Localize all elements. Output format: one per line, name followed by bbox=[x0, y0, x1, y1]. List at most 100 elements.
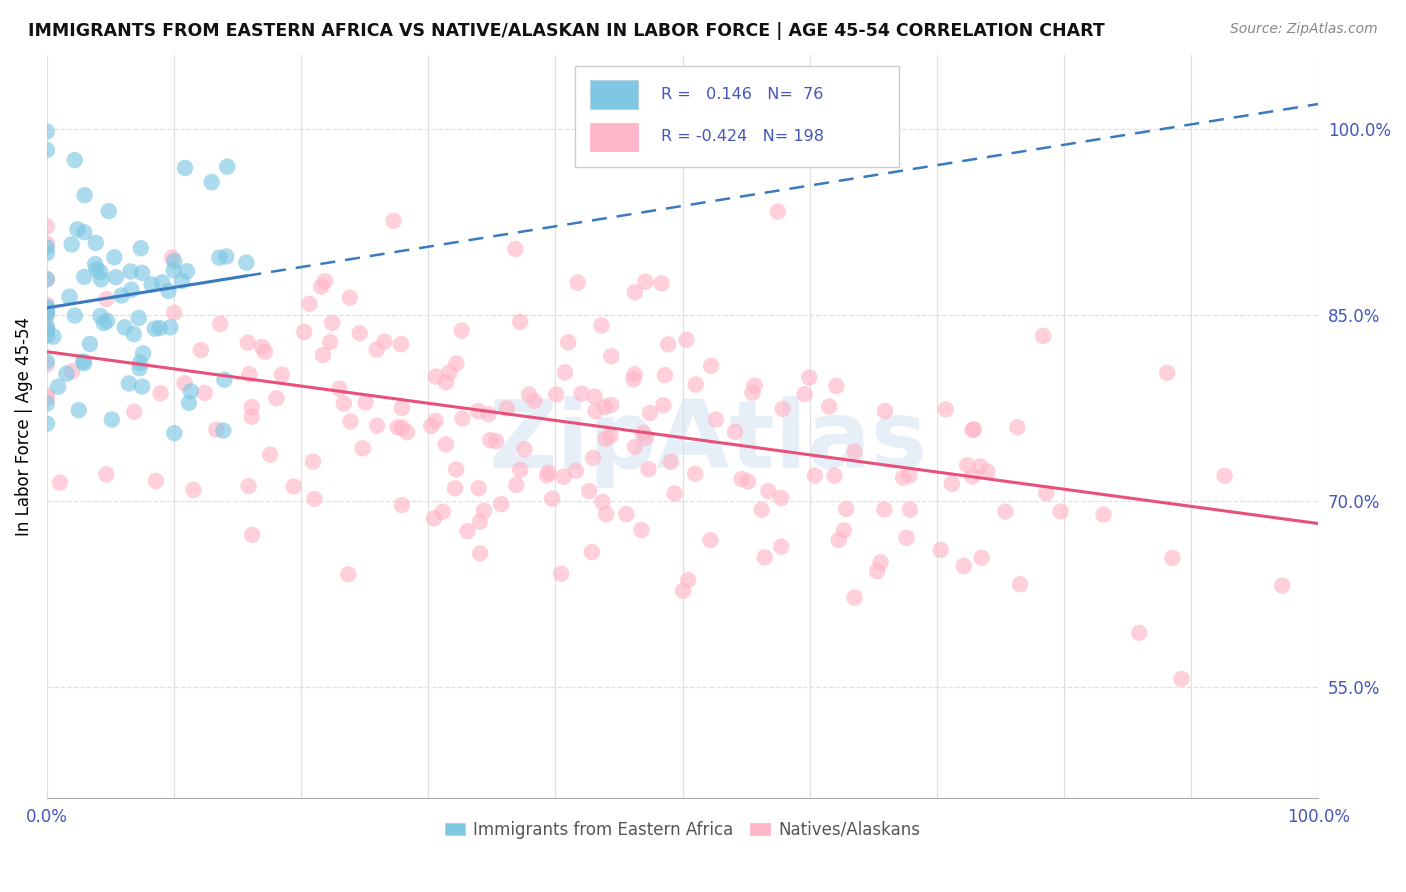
Point bbox=[1092, 508, 1115, 522]
Point bbox=[683, 467, 706, 481]
Point bbox=[35, 301, 58, 316]
Point bbox=[122, 405, 145, 419]
Point bbox=[730, 472, 752, 486]
Point bbox=[97, 204, 120, 219]
Bar bbox=[589, 80, 638, 109]
Point bbox=[941, 476, 963, 491]
Point bbox=[159, 320, 181, 334]
Point bbox=[582, 450, 605, 465]
Point bbox=[35, 391, 58, 405]
Point bbox=[434, 437, 457, 451]
Text: IMMIGRANTS FROM EASTERN AFRICA VS NATIVE/ALASKAN IN LABOR FORCE | AGE 45-54 CORR: IMMIGRANTS FROM EASTERN AFRICA VS NATIVE… bbox=[28, 22, 1105, 40]
Point bbox=[541, 491, 564, 506]
Point bbox=[896, 531, 918, 545]
Point bbox=[804, 468, 827, 483]
Point bbox=[160, 251, 183, 265]
Point bbox=[616, 507, 638, 521]
Point bbox=[35, 236, 58, 251]
Point bbox=[962, 423, 984, 437]
Point bbox=[517, 387, 540, 401]
Point bbox=[391, 401, 413, 415]
Point bbox=[835, 502, 858, 516]
Point bbox=[565, 464, 588, 478]
Legend: Immigrants from Eastern Africa, Natives/Alaskans: Immigrants from Eastern Africa, Natives/… bbox=[439, 814, 927, 846]
Point bbox=[467, 481, 489, 495]
Point bbox=[391, 420, 413, 434]
Point bbox=[60, 237, 83, 252]
Text: Source: ZipAtlas.com: Source: ZipAtlas.com bbox=[1230, 22, 1378, 37]
Point bbox=[595, 507, 617, 521]
Point bbox=[212, 424, 235, 438]
Point bbox=[600, 349, 623, 363]
Point bbox=[104, 270, 127, 285]
Point bbox=[737, 475, 759, 489]
Point bbox=[704, 412, 727, 426]
Point bbox=[634, 431, 657, 445]
Point bbox=[828, 533, 851, 547]
Point bbox=[170, 274, 193, 288]
Point bbox=[141, 277, 163, 292]
Point bbox=[825, 379, 848, 393]
Point bbox=[994, 505, 1017, 519]
Point bbox=[793, 387, 815, 401]
Point bbox=[73, 269, 96, 284]
Point bbox=[664, 486, 686, 500]
Point bbox=[873, 404, 896, 418]
Point bbox=[35, 305, 58, 319]
Point bbox=[183, 483, 205, 497]
Point bbox=[741, 385, 763, 400]
Point bbox=[571, 386, 593, 401]
Point bbox=[35, 319, 58, 334]
Point bbox=[122, 327, 145, 342]
Point bbox=[756, 484, 779, 499]
Point bbox=[844, 444, 866, 458]
Point bbox=[1170, 672, 1192, 686]
Point bbox=[103, 251, 125, 265]
Point bbox=[425, 414, 447, 428]
Point bbox=[240, 409, 263, 424]
Point bbox=[35, 240, 58, 254]
Point bbox=[550, 566, 572, 581]
Point bbox=[174, 161, 197, 175]
Point bbox=[96, 467, 118, 482]
Point bbox=[163, 254, 186, 268]
Point bbox=[149, 321, 172, 335]
Point bbox=[304, 491, 326, 506]
Point bbox=[891, 470, 914, 484]
Point bbox=[240, 528, 263, 542]
Point bbox=[312, 348, 335, 362]
Point bbox=[567, 276, 589, 290]
Point bbox=[1008, 577, 1031, 591]
Point bbox=[536, 468, 558, 483]
Point bbox=[685, 377, 707, 392]
Point bbox=[389, 337, 412, 351]
Point bbox=[593, 400, 616, 414]
Point bbox=[337, 567, 360, 582]
Point bbox=[120, 264, 142, 278]
Point bbox=[724, 425, 747, 439]
Point bbox=[425, 369, 447, 384]
Point bbox=[537, 466, 560, 480]
Point bbox=[869, 555, 891, 569]
Point bbox=[969, 459, 991, 474]
Point bbox=[472, 504, 495, 518]
Point bbox=[444, 462, 467, 476]
Point bbox=[349, 326, 371, 340]
Point bbox=[823, 468, 845, 483]
Point bbox=[557, 335, 579, 350]
Point bbox=[585, 404, 607, 418]
Point bbox=[496, 401, 519, 416]
Point bbox=[366, 343, 388, 357]
Point bbox=[450, 324, 472, 338]
Point bbox=[546, 387, 568, 401]
Point bbox=[770, 491, 793, 505]
Point bbox=[623, 440, 645, 454]
Point bbox=[101, 412, 124, 426]
FancyBboxPatch shape bbox=[575, 66, 898, 167]
Point bbox=[35, 417, 58, 431]
Point bbox=[578, 483, 600, 498]
Point bbox=[259, 448, 281, 462]
Text: ZipAtlas: ZipAtlas bbox=[488, 395, 928, 488]
Point bbox=[554, 365, 576, 379]
Point bbox=[63, 309, 86, 323]
